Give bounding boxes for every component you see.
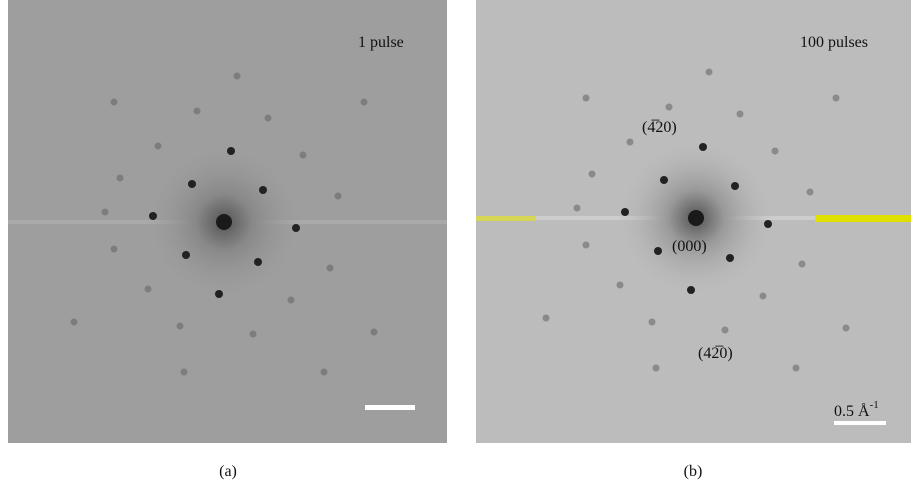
spot [145,286,152,293]
spot [807,189,814,196]
caption: (a) [219,463,237,480]
spot [71,319,78,326]
spot [181,369,188,376]
spot [215,290,223,298]
annotation: 100 pulses [800,34,868,51]
spot [764,220,772,228]
spot [111,246,118,253]
spot [833,95,840,102]
spot [737,111,744,118]
scale-label-superscript: -1 [870,399,879,411]
annotation: 1 pulse [358,34,404,51]
spot [666,104,673,111]
spot [583,242,590,249]
spot [188,180,196,188]
spot [543,315,550,322]
spot [254,258,262,266]
spot [687,286,695,294]
spot-label: (000) [672,238,707,255]
streak-highlight [815,215,911,222]
spot [621,208,629,216]
spot [321,369,328,376]
spot [772,148,779,155]
spot [654,247,662,255]
spot [227,147,235,155]
spot [216,214,232,230]
spot [843,325,850,332]
spot [793,365,800,372]
scale-bar [365,405,415,410]
spot [722,327,729,334]
spot [149,212,157,220]
spot [706,69,713,76]
spot [731,182,739,190]
spot-label: (4̅20) [642,119,677,136]
spot [653,365,660,372]
streak-highlight [476,216,536,221]
spot [194,108,201,115]
spot [688,210,704,226]
spot [117,175,124,182]
caption: (b) [684,463,703,480]
spot [799,261,806,268]
spot [627,139,634,146]
spot [327,265,334,272]
panel-b: 100 pulses (4̅20) (000) (42̅0) 0.5 Å-1 [476,0,911,443]
figure: 1 pulse 100 pulses (4̅20) (000) (42̅0) 0… [0,0,911,487]
spot [649,319,656,326]
spot [111,99,118,106]
spot [583,95,590,102]
spot [726,254,734,262]
spot [574,205,581,212]
spot [177,323,184,330]
panel-a: 1 pulse [8,0,447,443]
spot-label: (42̅0) [698,345,733,362]
spot [660,176,668,184]
spot [371,329,378,336]
spot [155,143,162,150]
spot [617,282,624,289]
spot [361,99,368,106]
spot [589,171,596,178]
spot [234,73,241,80]
spot [288,297,295,304]
spot [335,193,342,200]
spot [250,331,257,338]
spot [292,224,300,232]
spot [300,152,307,159]
spot [760,293,767,300]
spot [265,115,272,122]
spot [182,251,190,259]
spot [699,143,707,151]
scale-label-text: 0.5 Å [834,402,870,420]
spot [102,209,109,216]
spot [259,186,267,194]
scale-bar [834,421,886,425]
